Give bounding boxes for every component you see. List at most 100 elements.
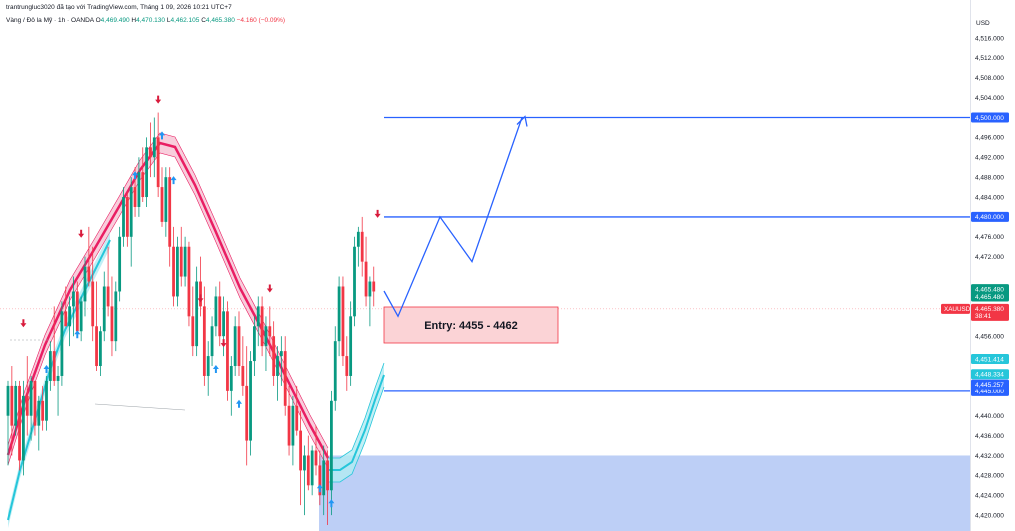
candle-body <box>345 356 349 376</box>
candle-body <box>168 177 172 247</box>
candle-body <box>283 351 287 406</box>
trend-line-cyan-right <box>328 374 385 471</box>
candle-body <box>306 455 310 486</box>
candle-body <box>291 405 295 446</box>
candle-body <box>337 286 341 342</box>
symbol-ohlc-line: Vàng / Đô la Mỹ · 1h · OANDA O4,469.490 … <box>6 17 285 24</box>
buy-arrow-icon <box>236 399 242 408</box>
candle-body <box>125 197 129 237</box>
candle-body <box>52 351 56 381</box>
candle-body <box>64 311 68 327</box>
candle-body <box>206 356 210 376</box>
ohlc-open: 4,469.490 <box>100 17 130 24</box>
candle-body <box>183 246 187 277</box>
candle-body <box>60 311 64 376</box>
entry-label: Entry: 4455 - 4462 <box>424 320 518 332</box>
trend-band-pink-upper <box>7 132 329 449</box>
candle-body <box>330 400 333 491</box>
symbol-name[interactable]: Vàng / Đô la Mỹ · 1h · OANDA <box>6 17 94 24</box>
candle-body <box>160 187 164 222</box>
candle-body <box>245 385 249 441</box>
candle-body <box>349 316 353 376</box>
pivot-line-2 <box>94 403 186 411</box>
candle-body <box>226 311 229 391</box>
currency-label: USD <box>976 20 990 27</box>
candle-body <box>106 286 110 307</box>
candle-body <box>122 197 125 237</box>
candle-body <box>195 281 199 347</box>
candle-body <box>272 336 276 376</box>
ohlc-high: 4,470.130 <box>136 17 166 24</box>
sell-arrow-icon <box>155 95 162 104</box>
candle-body <box>326 460 329 491</box>
candle-body <box>237 326 241 367</box>
candle-body <box>145 147 148 198</box>
candle-body <box>68 306 71 327</box>
candle-body <box>18 385 21 461</box>
candle-body <box>14 385 18 426</box>
candle-body <box>333 341 337 401</box>
sell-arrow-icon <box>266 284 273 293</box>
candle-body <box>356 231 360 247</box>
buy-arrow-icon <box>132 171 139 180</box>
candle-body <box>199 281 202 307</box>
candle-body <box>360 231 364 262</box>
ohlc-o-label: O <box>95 17 101 24</box>
demand-zone <box>319 455 970 531</box>
entry-zone <box>383 306 559 344</box>
candle-body <box>276 356 279 376</box>
candle-body <box>22 395 25 461</box>
buy-arrow-icon <box>159 131 165 140</box>
candle-body <box>229 366 233 391</box>
sell-arrow-icon <box>220 339 227 348</box>
candle-body <box>310 450 314 486</box>
candle-body <box>72 291 75 307</box>
sell-arrow-icon <box>20 319 27 328</box>
candle-body <box>299 430 302 471</box>
buy-arrow-icon <box>43 365 50 374</box>
candle-body <box>156 137 160 188</box>
candle-body <box>149 147 152 158</box>
buy-arrow-icon <box>328 499 335 508</box>
candle-body <box>33 380 37 426</box>
ohlc-change: −4.160 (−0.09%) <box>236 17 286 24</box>
candle-body <box>353 246 356 317</box>
candle-body <box>79 301 83 332</box>
ohlc-c-label: C <box>201 17 206 24</box>
candle-body <box>56 375 60 381</box>
ohlc-close: 4,465.380 <box>205 17 235 24</box>
candle-body <box>241 366 245 386</box>
sell-arrow-icon <box>197 294 204 303</box>
candle-body <box>45 380 48 421</box>
candle-body <box>322 460 326 496</box>
candle-body <box>102 286 106 332</box>
candle-body <box>172 246 175 297</box>
candle-body <box>279 351 283 357</box>
buy-arrow-icon <box>316 484 323 493</box>
candle-body <box>191 316 195 347</box>
candle-body <box>233 326 237 367</box>
projection-path <box>383 117 523 318</box>
candle-body <box>10 385 14 426</box>
trend-line-pink <box>6 141 330 459</box>
trend-band-cyan-upper <box>328 362 385 459</box>
candle-body <box>6 385 10 416</box>
candle-body <box>152 137 156 158</box>
trend-band-pink <box>8 133 328 468</box>
candle-body <box>141 172 145 198</box>
candle-body <box>118 236 122 292</box>
candle-body <box>222 311 225 337</box>
candle-body <box>253 326 256 362</box>
candle-body <box>341 286 345 357</box>
sell-arrow-icon <box>374 209 381 218</box>
price-axis[interactable] <box>970 0 1015 531</box>
candle-body <box>75 291 79 332</box>
candle-body <box>218 296 222 337</box>
candle-body <box>41 400 45 421</box>
candle-body <box>287 405 291 446</box>
ohlc-l-label: L <box>166 17 171 24</box>
candle-body <box>264 326 268 347</box>
projection-arrowhead-icon <box>516 115 528 127</box>
candle-body <box>25 395 29 416</box>
